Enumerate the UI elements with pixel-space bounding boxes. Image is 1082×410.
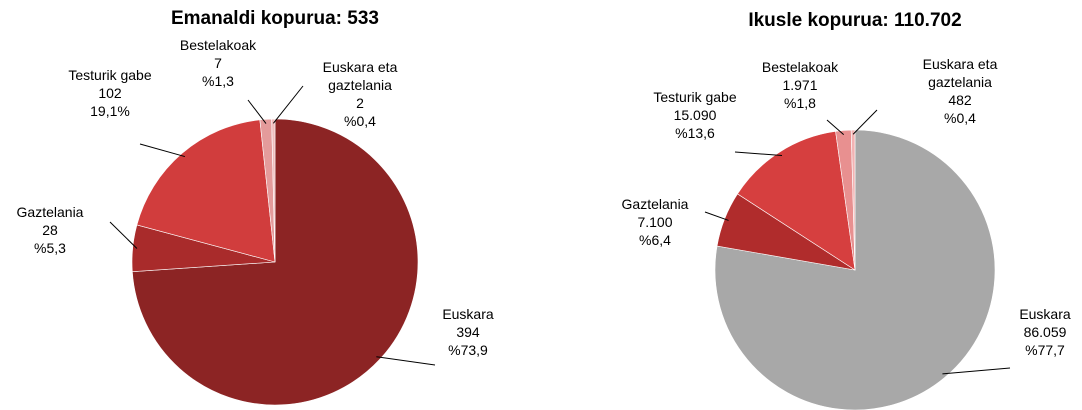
label-percentage: %5,3	[34, 240, 66, 256]
data-label: Euskara 394 %73,9	[413, 305, 523, 359]
label-category: Gaztelania	[16, 204, 84, 220]
pie-slice	[850, 129, 856, 271]
label-percentage: %6,4	[639, 232, 671, 248]
label-category: Gaztelania	[621, 196, 689, 212]
label-percentage: %0,4	[944, 110, 976, 126]
label-percentage: %13,6	[675, 125, 715, 141]
pie-slice	[271, 118, 276, 263]
data-label: Euskara eta gaztelania 482 %0,4	[905, 55, 1015, 127]
data-label: Euskara 86.059 %77,7	[990, 305, 1082, 359]
data-label: Gaztelania 28 %5,3	[0, 203, 105, 257]
pie-slice	[737, 131, 856, 271]
data-label: Testurik gabe 15.090 %13,6	[640, 88, 750, 142]
leader-line	[734, 151, 783, 156]
label-category: Bestelakoak	[179, 37, 257, 53]
label-percentage: %73,9	[448, 342, 488, 358]
label-value: 7	[214, 55, 222, 71]
data-label: Bestelakoak 1.971 %1,8	[745, 58, 855, 112]
label-value: 394	[456, 324, 480, 340]
label-value: 15.090	[673, 107, 717, 123]
leader-line	[704, 211, 729, 221]
chart-title: Ikusle kopurua: 110.702	[748, 10, 962, 31]
label-percentage: %77,7	[1025, 342, 1065, 358]
leader-line	[376, 356, 436, 366]
label-category: Euskara eta gaztelania	[922, 56, 998, 90]
label-category: Euskara	[442, 306, 494, 322]
leader-line	[942, 367, 1011, 375]
label-percentage: 19,1%	[90, 103, 130, 119]
data-label: Bestelakoak 7 %1,3	[163, 36, 273, 90]
leader-line	[139, 143, 186, 158]
label-value: 1.971	[782, 77, 818, 93]
label-percentage: %0,4	[344, 113, 376, 129]
chart-title: Emanaldi kopurua: 533	[170, 8, 379, 29]
data-label: Testurik gabe 102 19,1%	[55, 66, 165, 120]
leader-line	[272, 85, 304, 124]
label-value: 102	[98, 85, 122, 101]
label-percentage: %1,3	[202, 73, 234, 89]
pie-slice	[136, 119, 276, 263]
label-category: Euskara eta gaztelania	[322, 59, 398, 93]
label-percentage: %1,8	[784, 95, 816, 111]
label-value: 7.100	[637, 214, 673, 230]
label-category: Euskara	[1019, 306, 1071, 322]
leader-line	[826, 119, 845, 136]
leader-line	[247, 99, 267, 124]
leader-line	[109, 221, 138, 249]
label-value: 2	[356, 95, 364, 111]
label-category: Testurik gabe	[653, 89, 737, 105]
label-category: Bestelakoak	[761, 59, 839, 75]
label-value: 482	[948, 92, 972, 108]
data-label: Gaztelania 7.100 %6,4	[600, 195, 710, 249]
label-category: Testurik gabe	[68, 67, 152, 83]
label-value: 86.059	[1023, 324, 1067, 340]
label-value: 28	[42, 222, 58, 238]
leader-line	[852, 109, 878, 135]
data-label: Euskara eta gaztelania 2 %0,4	[305, 58, 415, 130]
